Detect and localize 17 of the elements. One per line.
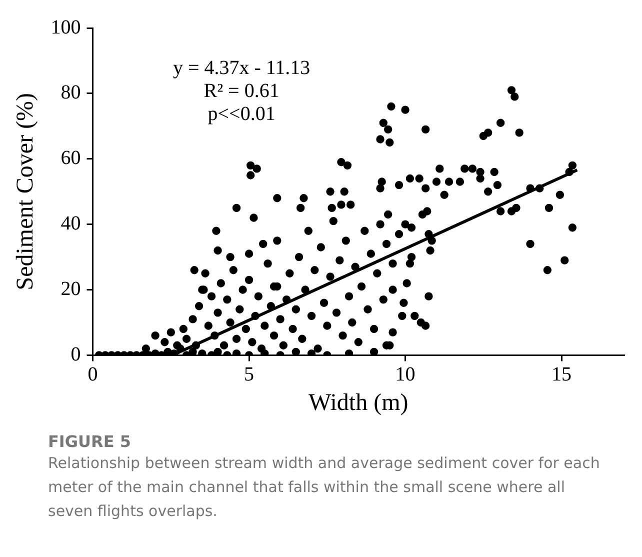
x-axis-title: Width (m) <box>308 390 408 416</box>
y-tick-label: 0 <box>70 343 81 366</box>
y-tick-label: 80 <box>60 82 81 104</box>
y-tick-label: 20 <box>60 278 81 300</box>
x-tick-label: 0 <box>88 363 98 386</box>
x-tick-label: 15 <box>552 363 572 386</box>
text: Relationship between stream width and average sediment cover for each meter of the main channel that falls within the small scene where all seven flights overlaps. <box>48 453 601 522</box>
x-tick-label: 5 <box>244 363 254 386</box>
text: FIGURE 5 <box>48 432 132 451</box>
annotation: R² = 0.61 <box>204 80 280 102</box>
x-tick-label: 10 <box>395 363 416 386</box>
y-tick-label: 40 <box>60 212 81 235</box>
y-axis-title: Sediment Cover (%) <box>12 92 39 290</box>
y-tick-label: 100 <box>50 16 81 38</box>
annotation: y = 4.37x - 11.13 <box>172 57 310 79</box>
y-tick-label: 60 <box>60 147 81 170</box>
annotation: p<<0.01 <box>208 103 276 125</box>
